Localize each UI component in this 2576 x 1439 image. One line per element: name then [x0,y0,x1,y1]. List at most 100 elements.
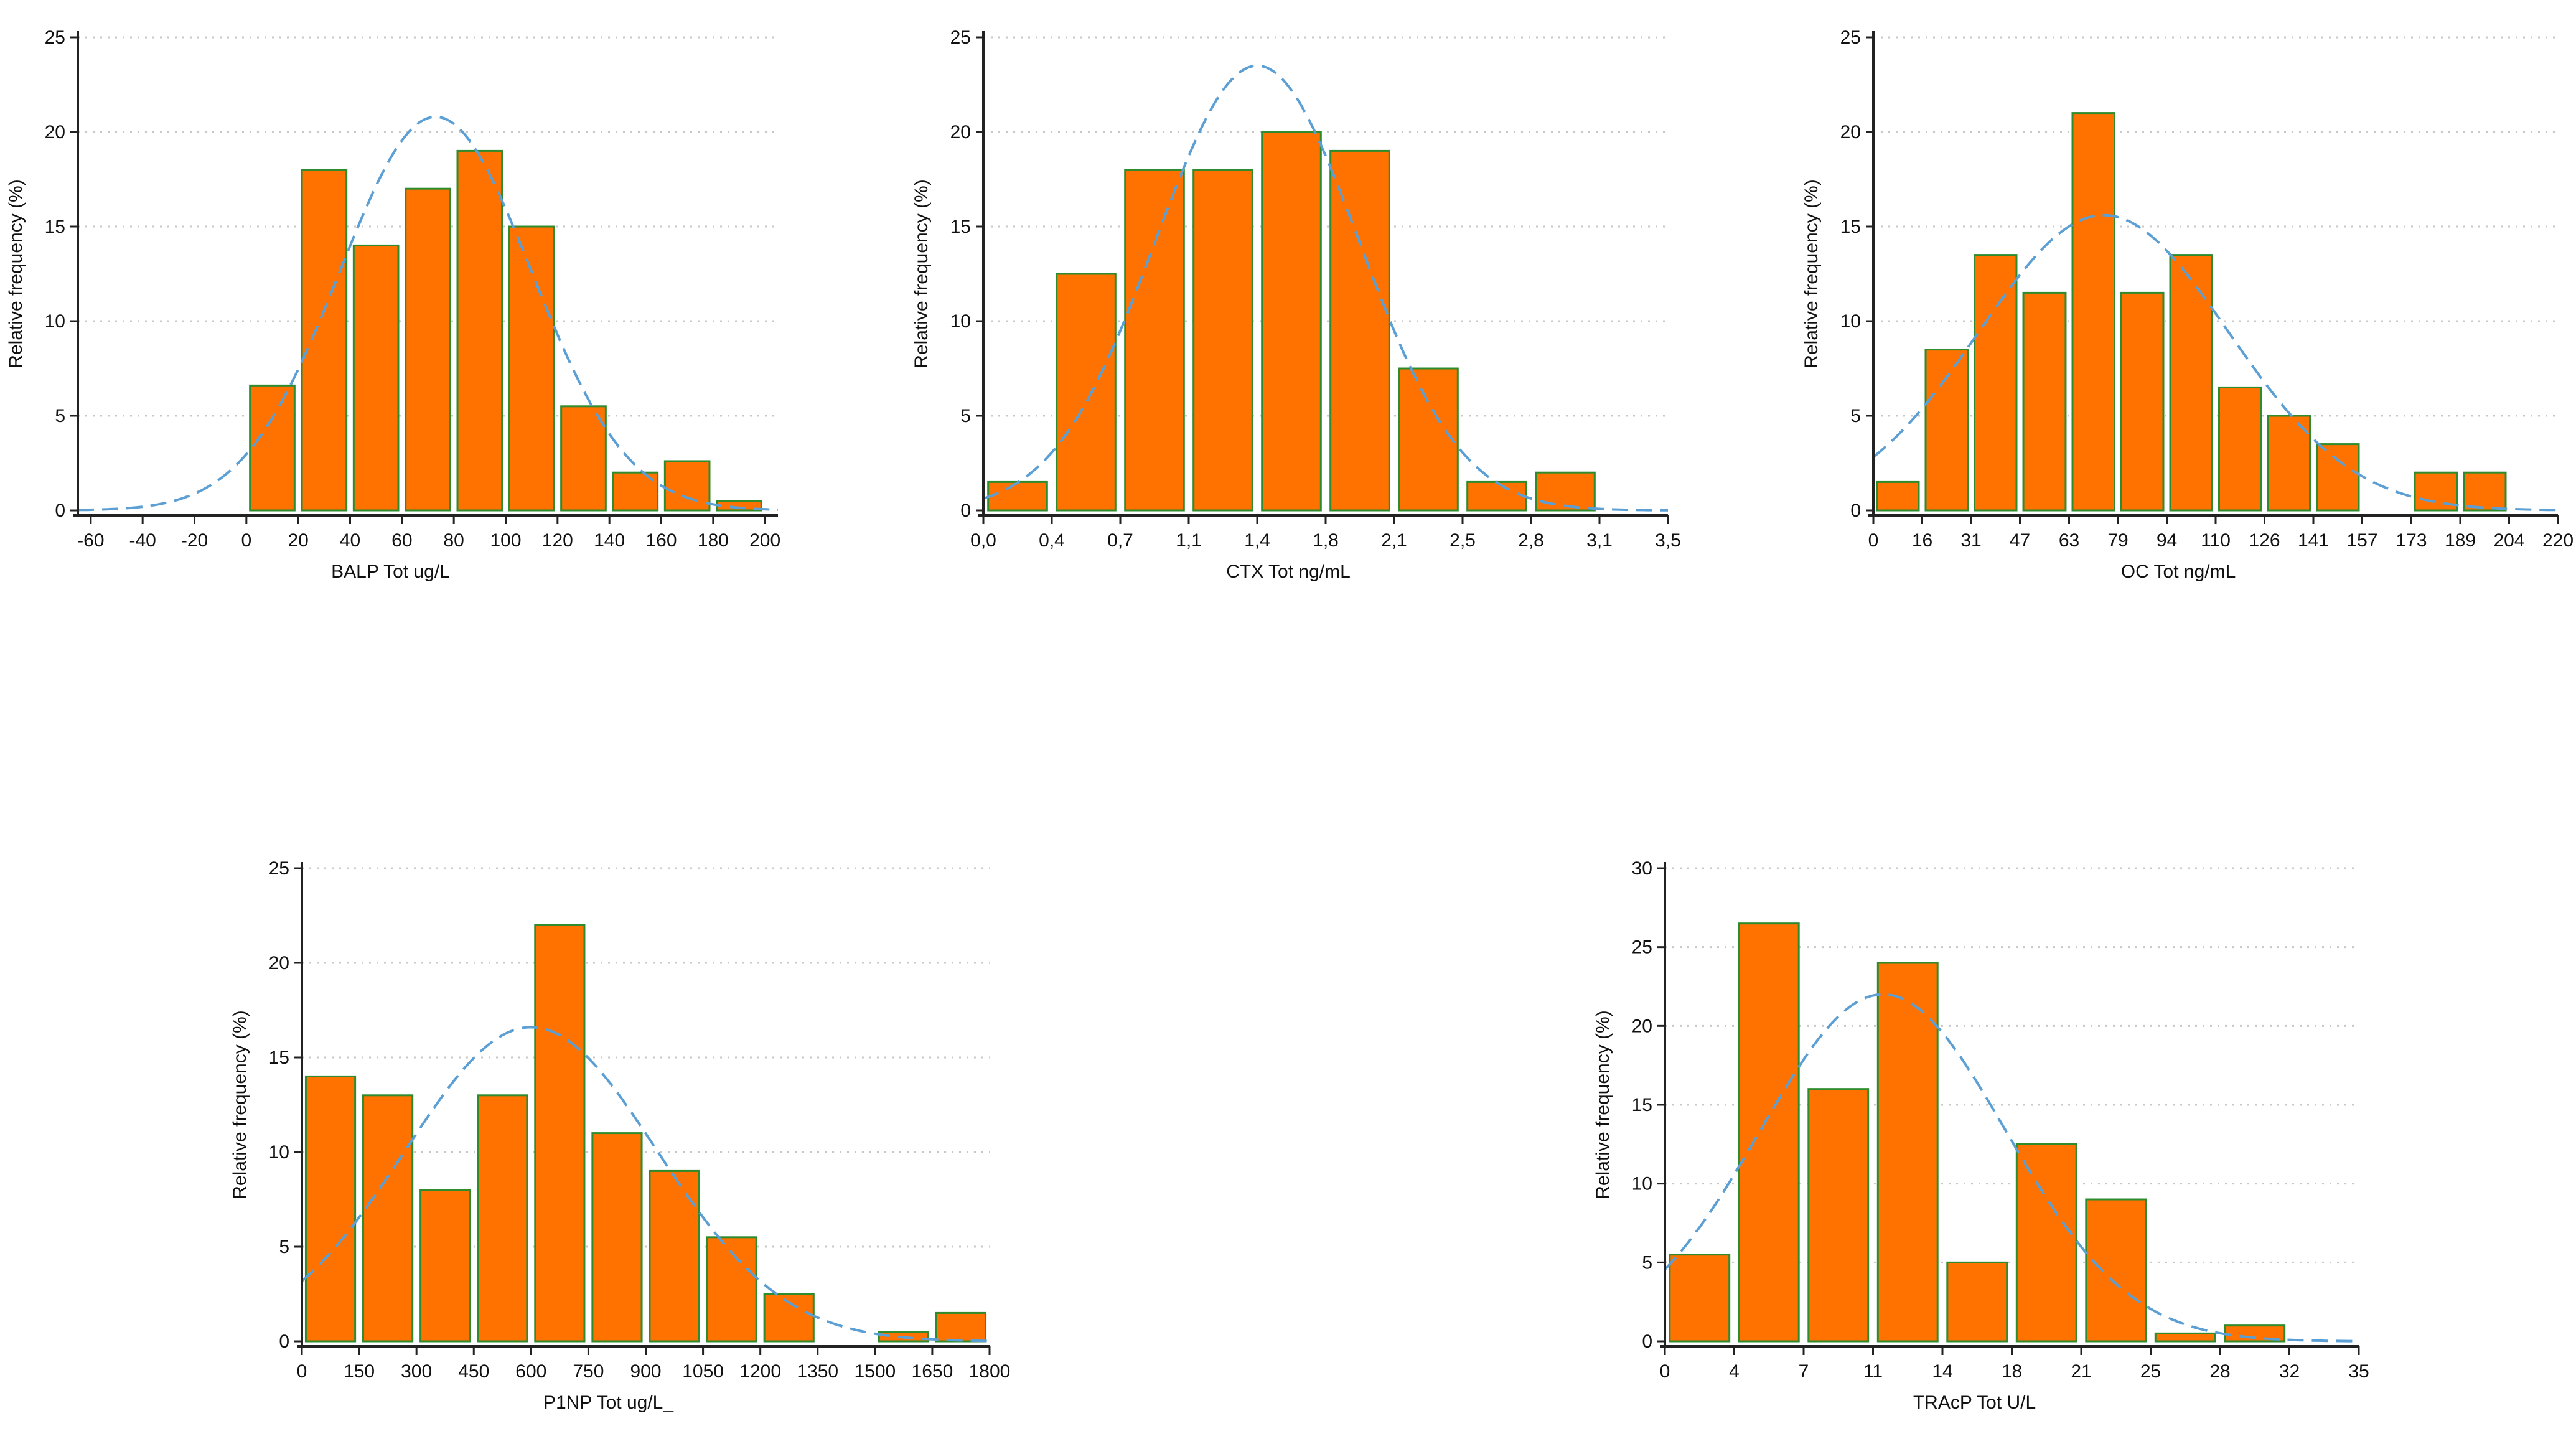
x-tick-label: 3,5 [1655,530,1681,551]
x-tick-label: 150 [344,1361,375,1382]
y-tick-label: 20 [1840,122,1861,143]
chart-oc: 0 5 10 15 20 25 0 16 31 47 63 79 94 110 126 141 157 173 18… [1801,27,2574,582]
normal-curve [77,115,779,512]
x-tick-label: 2,8 [1518,530,1544,551]
x-tick-label: 1,4 [1244,530,1270,551]
x-tick-label: 11 [1863,1361,1883,1382]
x-tick-label: 7 [1799,1361,1809,1382]
x-tick-label: 300 [401,1361,432,1382]
histogram-bar [456,149,503,512]
histogram-bar [2218,386,2262,512]
histogram-bar [591,1132,643,1343]
y-tick-label: 25 [950,27,971,48]
y-axis-title: Relative frequency (%) [1801,179,1822,368]
y-tick-label: 5 [55,406,65,426]
y-axis-title: Relative frequency (%) [1593,1010,1613,1199]
x-tick-label: 32 [2279,1361,2300,1382]
histogram-bar [1875,480,1920,512]
histogram-bar [1876,962,1939,1343]
histogram-bar [1466,480,1527,512]
x-tick-label: 2,5 [1450,530,1476,551]
x-axis-title: OC Tot ng/mL [2121,561,2236,582]
y-axis-title: Relative frequency (%) [6,179,26,368]
normal-curve [983,64,1668,512]
y-tick-label: 0 [1642,1331,1652,1352]
histogram-bar [2015,1143,2077,1343]
x-tick-label: 0,7 [1107,530,1133,551]
x-tick-label: 126 [2249,530,2280,551]
chart-panel-ctx: 0 5 10 15 20 25 0,0 0,4 0,7 1,1 1,4 1,8 2,1 2,5 2,8 3,1… [890,19,1699,604]
histogram-bar [706,1236,757,1343]
histogram-bar [2120,291,2165,512]
histogram-bar [1946,1261,2008,1343]
chart-p1np: 0 5 10 15 20 25 0 150 300 450 600 750 900 1050 1200 135… [230,858,1011,1413]
x-tick-label: 200 [749,530,780,551]
y-tick-label: 5 [279,1237,289,1257]
y-axis-title: Relative frequency (%) [230,1010,250,1199]
histogram-bar [352,244,400,512]
x-tick-label: 220 [2542,530,2574,551]
x-tick-label: 173 [2396,530,2427,551]
x-tick-label: 157 [2346,530,2377,551]
normal-curve [1664,993,2359,1343]
histogram-bar [301,169,348,512]
y-tick-label: 20 [1632,1016,1652,1036]
histogram-bar [2315,443,2360,512]
x-tick-label: 1500 [854,1361,896,1382]
x-tick-label: 2,1 [1381,530,1407,551]
histogram-bar [649,1169,700,1343]
y-tick-label: 5 [1642,1252,1652,1273]
histogram-bar [304,1075,357,1343]
y-tick-label: 5 [1850,406,1861,426]
x-tick-label: 1,1 [1176,530,1202,551]
x-tick-label: 1,8 [1313,530,1339,551]
y-tick-label: 25 [45,27,65,48]
x-axis-title: TRAcP Tot U/L [1913,1392,2036,1413]
x-tick-label: 1800 [969,1361,1011,1382]
histogram-bar [508,225,555,512]
histogram-bar [1669,1254,1731,1343]
x-tick-label: -60 [77,530,104,551]
x-tick-label: 204 [2493,530,2524,551]
histogram-bar [405,187,451,512]
x-tick-label: 110 [2201,530,2231,551]
histogram-bar [1738,922,1800,1343]
histogram-bar [1398,367,1459,512]
y-tick-label: 10 [1840,311,1861,332]
histogram-bar [1192,169,1253,512]
x-tick-label: 141 [2298,530,2329,551]
chart-panel-oc: 0 5 10 15 20 25 0 16 31 47 63 79 94 110 126 141 157 173 18… [1780,19,2576,604]
x-tick-label: 94 [2157,530,2177,551]
x-tick-label: 14 [1932,1361,1952,1382]
histogram-bar [2169,254,2214,512]
normal-curve [301,1026,990,1343]
y-tick-label: 15 [1632,1095,1652,1115]
chart-ctx: 0 5 10 15 20 25 0,0 0,4 0,7 1,1 1,4 1,8 2,1 2,5 2,8 3,1… [911,27,1681,582]
x-tick-label: -40 [129,530,156,551]
histogram-bar [1973,254,2018,512]
histogram-bar [1535,471,1596,512]
histogram-bar [1056,273,1117,512]
x-tick-label: 63 [2059,530,2079,551]
x-tick-label: 1650 [912,1361,953,1382]
x-tick-label: 1200 [739,1361,781,1382]
x-axis-title: P1NP Tot ug/L_ [543,1392,674,1413]
x-tick-label: 0,0 [970,530,996,551]
histogram-bar [1329,149,1390,512]
histogram-bar [1807,1088,1870,1343]
x-tick-label: 79 [2107,530,2128,551]
histogram-bar [249,384,296,512]
x-tick-label: 25 [2140,1361,2161,1382]
y-tick-label: 0 [55,500,65,521]
x-tick-label: 3,1 [1586,530,1613,551]
y-tick-label: 20 [269,953,289,973]
x-tick-label: 35 [2348,1361,2369,1382]
x-tick-label: 140 [594,530,625,551]
x-tick-label: 0 [1868,530,1879,551]
x-tick-label: 40 [340,530,360,551]
histogram-bar [763,1293,815,1343]
y-tick-label: 10 [45,311,65,332]
x-tick-label: 0 [241,530,251,551]
y-tick-label: 20 [950,122,971,143]
histogram-bar [534,924,586,1343]
